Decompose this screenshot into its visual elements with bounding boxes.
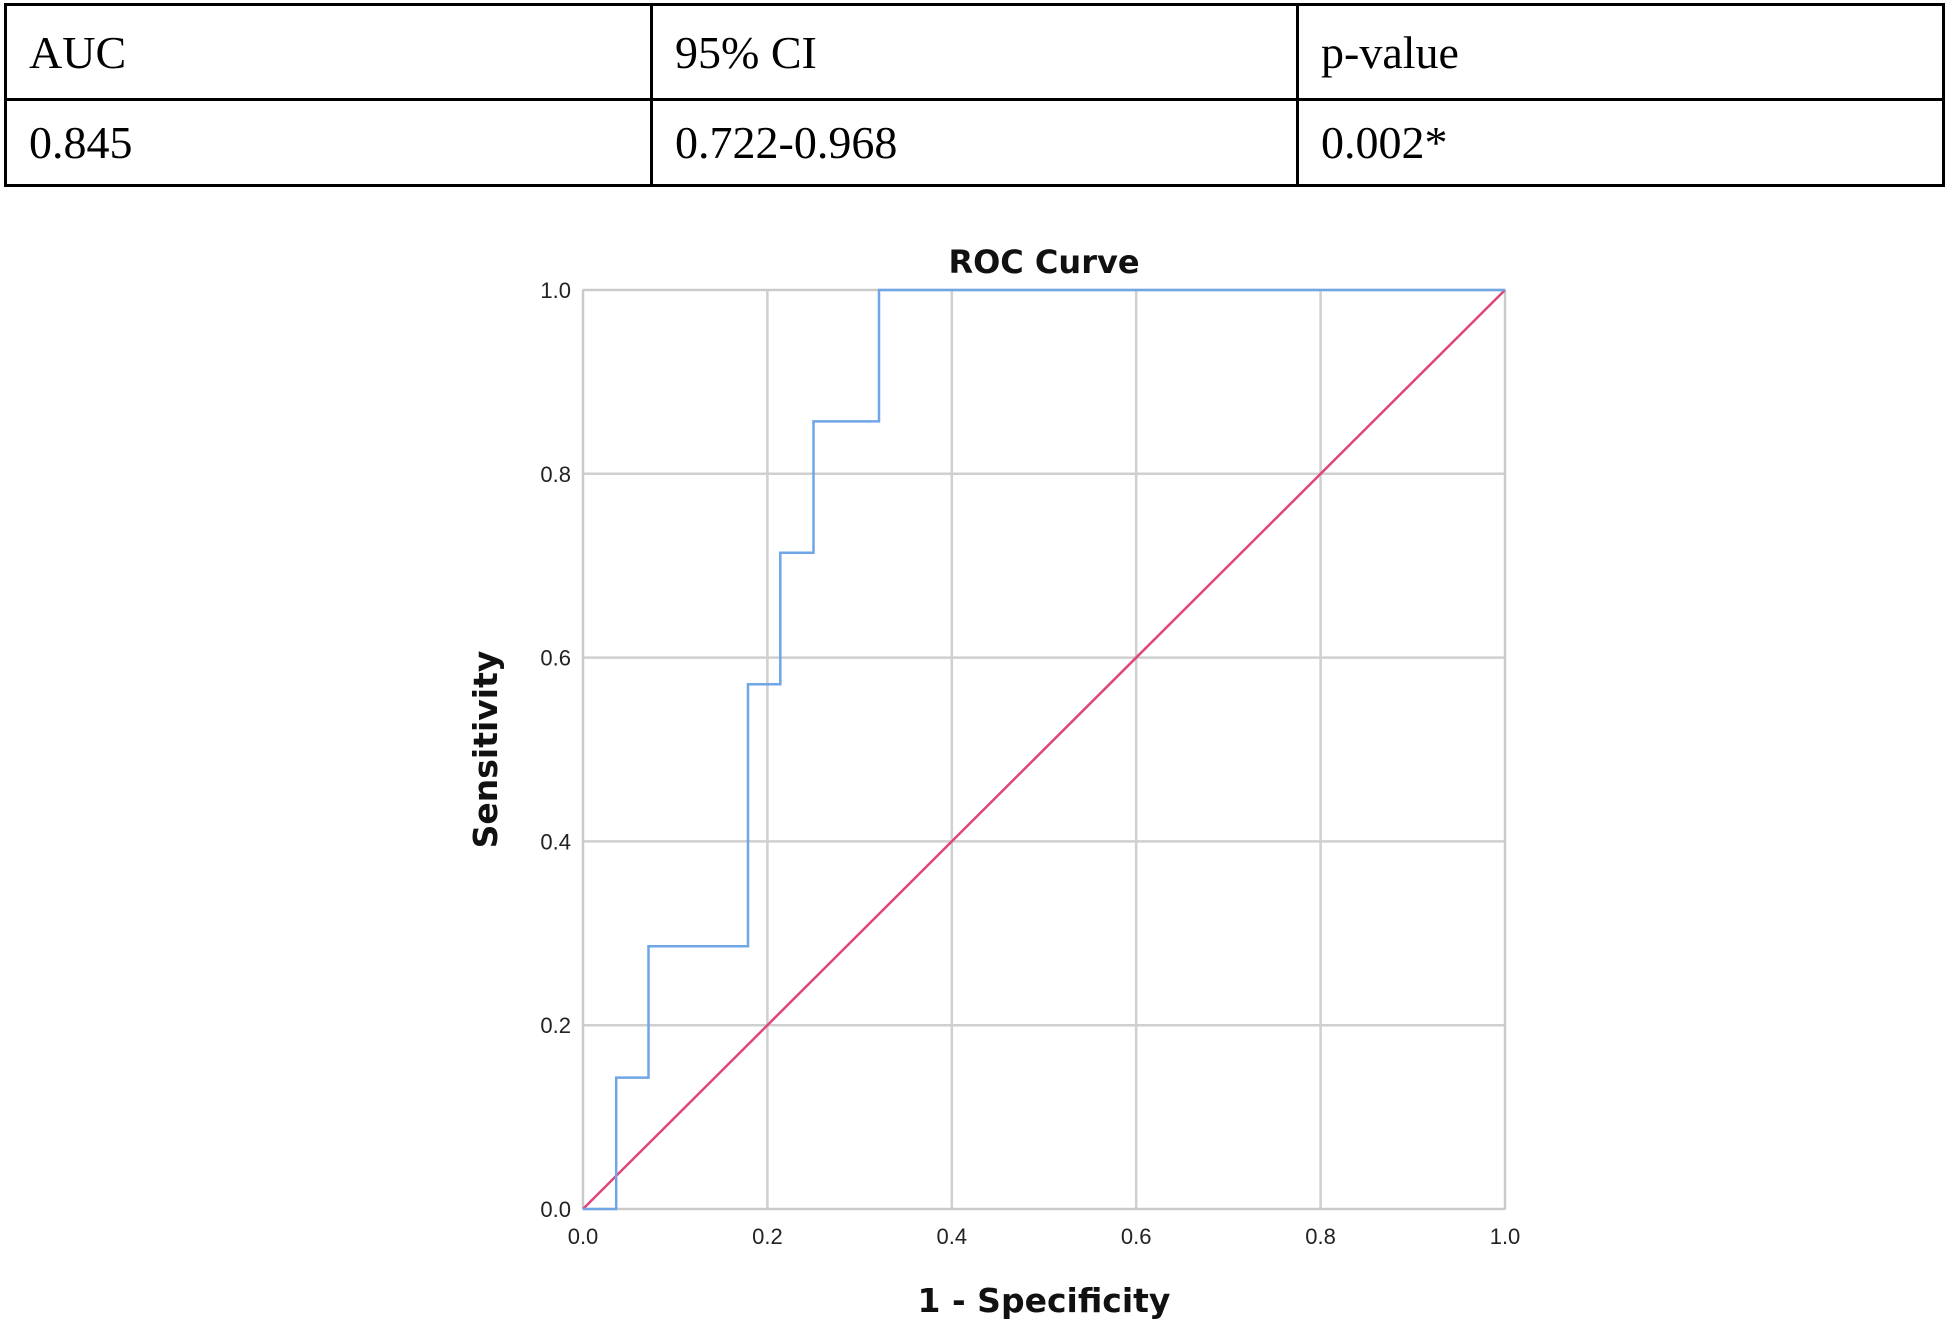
table-value-row: 0.845 0.722-0.968 0.002*: [4, 98, 1945, 187]
y-tick-label: 0.8: [540, 462, 571, 487]
y-tick-label: 0.6: [540, 646, 571, 671]
y-tick-label: 0.2: [540, 1013, 571, 1038]
reference-diagonal-line: [582, 289, 1506, 1210]
x-tick-label: 0.8: [1305, 1224, 1336, 1249]
roc-curve-line: [583, 288, 1505, 1211]
header-ci: 95% CI: [650, 3, 1299, 101]
x-tick-label: 1.0: [1490, 1224, 1521, 1249]
value-auc: 0.845: [4, 98, 653, 187]
header-auc: AUC: [4, 3, 653, 101]
value-p-value: 0.002*: [1296, 98, 1945, 187]
table-header-row: AUC 95% CI p-value: [4, 3, 1945, 101]
x-tick-label: 0.0: [568, 1224, 599, 1249]
header-p-value: p-value: [1296, 3, 1945, 101]
y-tick-label: 0.4: [540, 829, 571, 854]
x-axis-label: 1 - Specificity: [918, 1281, 1171, 1320]
y-tick-label: 0.0: [540, 1197, 571, 1222]
chart-title: ROC Curve: [948, 243, 1139, 281]
chart-tick-labels: 0.0 0.2 0.4 0.6 0.8 1.0 0.0 0.2 0.4 0.6 0.8 1.0: [540, 278, 1520, 1249]
y-tick-label: 1.0: [540, 278, 571, 303]
chart-series: [582, 288, 1506, 1211]
x-tick-label: 0.2: [752, 1224, 783, 1249]
y-axis-label: Sensitivity: [466, 651, 505, 849]
x-tick-label: 0.4: [937, 1224, 968, 1249]
statistics-table: AUC 95% CI p-value 0.845 0.722-0.968 0.0…: [4, 3, 1945, 187]
x-tick-label: 0.6: [1121, 1224, 1152, 1249]
value-ci: 0.722-0.968: [650, 98, 1299, 187]
